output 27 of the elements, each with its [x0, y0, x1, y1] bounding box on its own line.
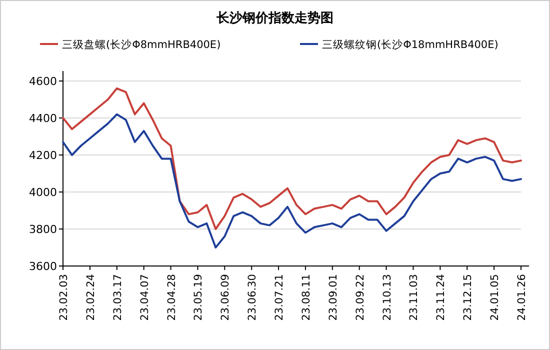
x-tick-label: 23.12.15: [462, 274, 474, 321]
legend-label: 三级螺纹钢(长沙Φ18mmHRB400E): [322, 38, 498, 51]
y-tick-label: 4200: [29, 149, 57, 162]
y-tick-label: 4600: [29, 75, 57, 88]
x-tick-label: 23.05.19: [192, 274, 205, 321]
x-tick-label: 23.04.28: [166, 274, 178, 321]
x-tick-label: 23.09.22: [354, 274, 366, 321]
y-tick-label: 4400: [29, 112, 57, 125]
y-tick-label: 3800: [29, 223, 57, 236]
y-tick-label: 3600: [29, 260, 57, 273]
x-tick-label: 23.06.09: [220, 274, 232, 321]
x-tick-label: 23.06.30: [246, 274, 259, 321]
x-tick-label: 23.11.24: [435, 274, 448, 321]
legend-label: 三级盘螺(长沙Φ8mmHRB400E): [62, 38, 221, 51]
x-tick-label: 23.03.17: [112, 274, 124, 321]
x-tick-label: 24.01.05: [489, 274, 502, 321]
x-tick-label: 23.02.24: [84, 274, 97, 321]
x-tick-label: 23.08.11: [300, 274, 312, 321]
x-tick-label: 23.09.01: [327, 274, 340, 321]
x-tick-label: 23.02.03: [58, 274, 70, 321]
x-tick-label: 24.01.26: [516, 274, 528, 321]
x-tick-label: 23.11.03: [408, 274, 420, 321]
x-tick-label: 23.10.13: [381, 274, 394, 321]
x-tick-label: 23.04.07: [138, 274, 151, 321]
x-tick-label: 23.07.21: [274, 274, 286, 321]
chart-title: 长沙钢价指数走势图: [216, 10, 334, 26]
y-tick-label: 4000: [29, 186, 57, 199]
